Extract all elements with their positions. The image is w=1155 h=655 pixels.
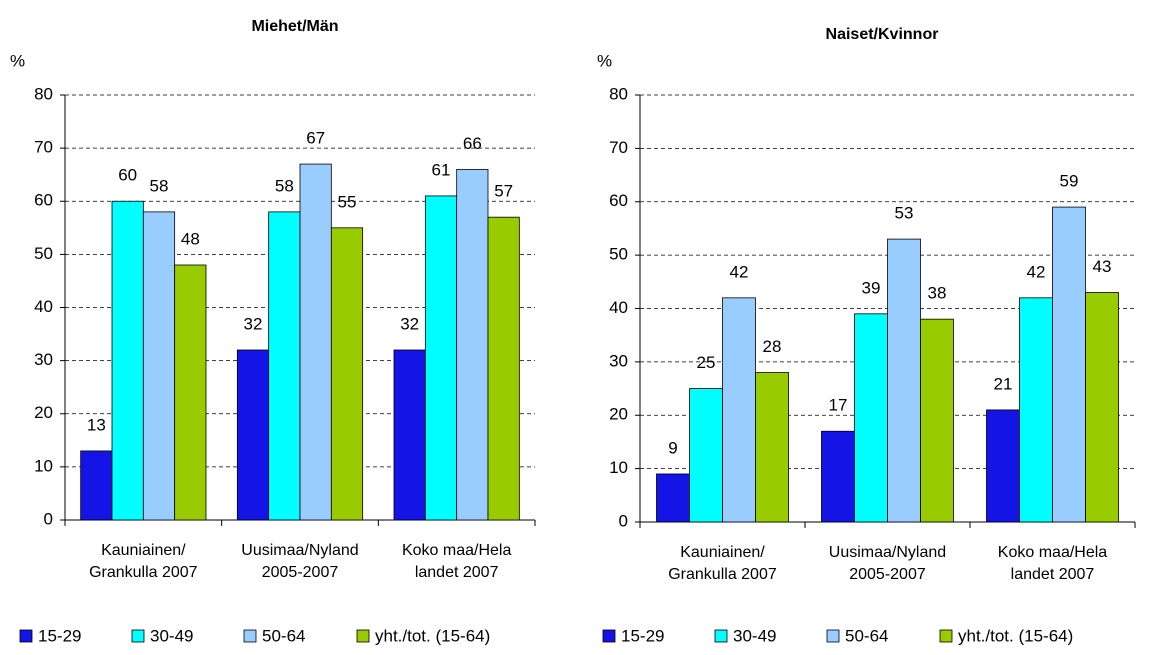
data-label: 38 xyxy=(928,284,947,303)
legend-label: 30-49 xyxy=(733,626,776,645)
bar xyxy=(656,473,690,523)
bar xyxy=(755,372,789,523)
y-tick-label: 70 xyxy=(609,138,628,157)
y-tick-label: 60 xyxy=(34,191,53,210)
bar xyxy=(393,349,426,521)
data-label: 57 xyxy=(494,182,513,201)
bar xyxy=(80,450,113,521)
x-tick-label: Koko maa/Hela landet 2007 xyxy=(401,542,512,581)
data-label: 13 xyxy=(87,415,106,434)
x-tick-label: Uusimaa/Nyland 2005-2007 xyxy=(241,542,359,581)
chart-title: Miehet/Män xyxy=(251,18,338,35)
bar xyxy=(111,200,144,521)
y-tick-label: 50 xyxy=(609,245,628,264)
x-tick-label: Kauniainen/ Grankulla 2007 xyxy=(668,544,777,583)
y-tick-label: 40 xyxy=(34,297,53,316)
data-label: 25 xyxy=(697,353,716,372)
y-tick-label: 20 xyxy=(609,405,628,424)
bar xyxy=(456,168,489,521)
x-tick-label: Uusimaa/Nyland 2005-2007 xyxy=(828,544,947,583)
y-tick-label: 0 xyxy=(44,509,53,528)
bar xyxy=(920,318,954,523)
bar xyxy=(1052,206,1086,523)
data-label: 58 xyxy=(275,176,294,195)
y-axis-label: % xyxy=(10,51,25,70)
bar xyxy=(299,163,332,521)
legend-label: 50-64 xyxy=(845,626,888,645)
data-label: 32 xyxy=(400,314,419,333)
legend-swatch xyxy=(714,629,728,643)
bar xyxy=(424,195,458,521)
data-label: 9 xyxy=(668,438,677,457)
bar xyxy=(722,297,756,523)
y-tick-label: 70 xyxy=(34,138,53,157)
data-label: 43 xyxy=(1093,257,1112,276)
data-label: 61 xyxy=(432,160,451,179)
bar xyxy=(854,313,888,523)
y-tick-label: 10 xyxy=(34,456,53,475)
legend-swatch xyxy=(131,629,145,643)
legend-swatch xyxy=(243,629,257,643)
bar xyxy=(1019,297,1053,523)
x-tick-label: Koko maa/Hela landet 2007 xyxy=(997,544,1108,583)
y-tick-label: 20 xyxy=(34,403,53,422)
data-label: 59 xyxy=(1060,172,1079,191)
legend-swatch xyxy=(602,629,616,643)
data-label: 58 xyxy=(150,176,169,195)
bar xyxy=(986,409,1020,523)
data-label: 21 xyxy=(994,374,1013,393)
y-tick-label: 40 xyxy=(609,298,628,317)
data-label: 53 xyxy=(895,204,914,223)
y-tick-label: 0 xyxy=(619,511,628,530)
data-label: 28 xyxy=(763,337,782,356)
data-label: 39 xyxy=(862,278,881,297)
data-label: 42 xyxy=(730,262,749,281)
bar xyxy=(1085,292,1119,523)
y-tick-label: 80 xyxy=(609,84,628,103)
legend-swatch xyxy=(826,629,840,643)
data-label: 48 xyxy=(181,229,200,248)
bar xyxy=(330,227,364,521)
legend-swatch xyxy=(356,629,370,643)
bar xyxy=(487,216,520,521)
x-tick-label: Kauniainen/ Grankulla 2007 xyxy=(89,542,198,581)
bar xyxy=(236,349,270,521)
y-tick-label: 60 xyxy=(609,191,628,210)
data-label: 55 xyxy=(338,192,357,211)
chart-title: Naiset/Kvinnor xyxy=(826,26,939,43)
data-label: 42 xyxy=(1027,262,1046,281)
legend-label: 30-49 xyxy=(150,626,193,645)
legend-swatch xyxy=(939,629,953,643)
legend-label: 15-29 xyxy=(38,626,81,645)
data-label: 66 xyxy=(463,134,482,153)
legend-label: 15-29 xyxy=(621,626,664,645)
bar xyxy=(887,238,921,523)
y-tick-label: 50 xyxy=(34,244,53,263)
legend-label: yht./tot. (15-64) xyxy=(958,626,1073,645)
legend-label: 50-64 xyxy=(262,626,305,645)
y-tick-label: 30 xyxy=(34,350,53,369)
bar xyxy=(821,430,855,523)
legend-swatch xyxy=(19,629,33,643)
bar xyxy=(142,211,176,521)
data-label: 60 xyxy=(118,166,137,185)
legend-label: yht./tot. (15-64) xyxy=(375,626,490,645)
bar xyxy=(174,264,207,521)
bar xyxy=(268,211,301,521)
y-tick-label: 80 xyxy=(34,84,53,103)
y-axis-label: % xyxy=(597,51,612,70)
data-label: 17 xyxy=(829,396,848,415)
data-label: 32 xyxy=(244,314,263,333)
bar xyxy=(689,388,723,523)
data-label: 67 xyxy=(306,129,325,148)
y-tick-label: 30 xyxy=(609,351,628,370)
y-tick-label: 10 xyxy=(609,458,628,477)
